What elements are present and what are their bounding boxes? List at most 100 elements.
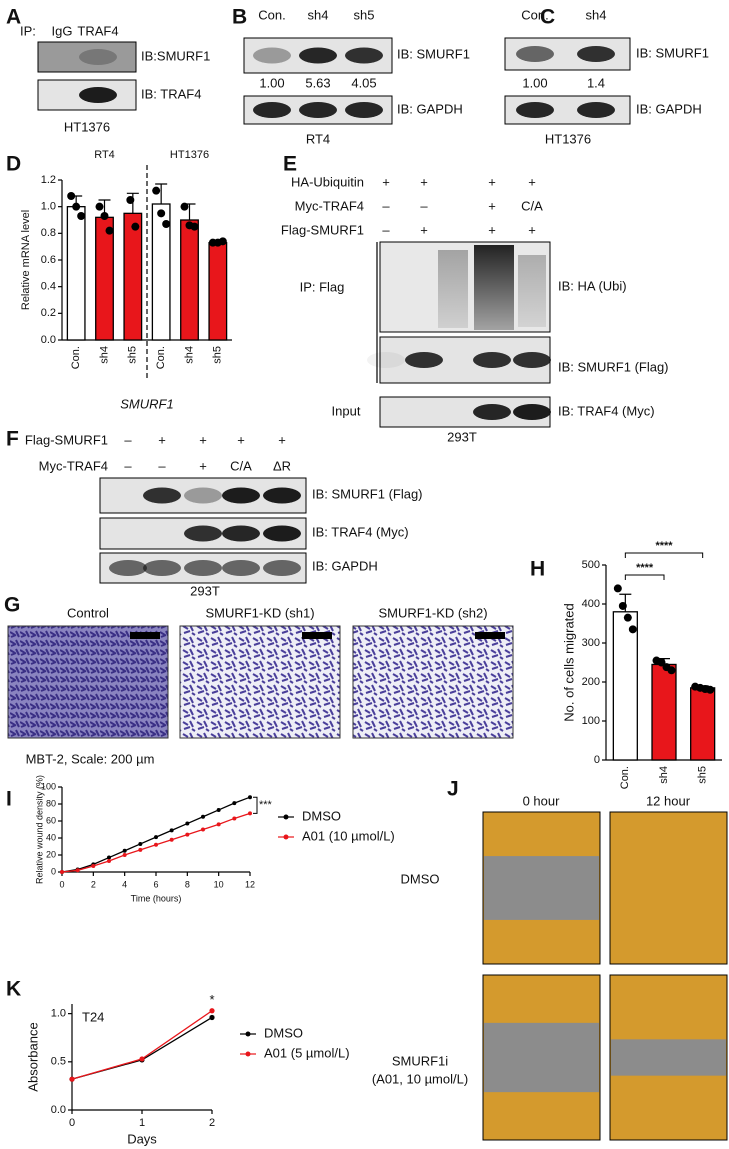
- label: SMURF1-KD (sh1): [205, 605, 314, 620]
- legend-marker: [245, 1031, 251, 1037]
- scale-bar: [475, 632, 505, 639]
- smear: [518, 255, 546, 327]
- label: ΔR: [273, 458, 291, 473]
- smear: [474, 245, 514, 330]
- y-tick-label: 1.0: [51, 1008, 66, 1020]
- x-tick-label: sh5: [212, 346, 224, 364]
- data-point: [628, 625, 637, 634]
- chart-title: T24: [82, 1009, 104, 1024]
- y-tick-label: 1.0: [41, 201, 56, 213]
- label: C/A: [521, 198, 543, 213]
- label: 1.4: [587, 75, 605, 90]
- series-marker: [248, 811, 252, 816]
- bar: [208, 242, 228, 341]
- data-point: [152, 186, 161, 195]
- y-tick-label: 80: [46, 798, 56, 808]
- band: [345, 102, 383, 118]
- label: IP: Flag: [300, 279, 345, 294]
- label: HT1376: [545, 131, 591, 146]
- label: Con.: [521, 7, 548, 22]
- data-point: [618, 601, 627, 610]
- label: +: [278, 432, 286, 447]
- label: sh5: [354, 7, 375, 22]
- y-tick-label: 500: [582, 559, 600, 571]
- significance-bracket: [624, 574, 665, 580]
- legend-marker: [245, 1051, 251, 1057]
- series-marker: [201, 827, 205, 832]
- legend-marker: [283, 834, 289, 840]
- data-point: [706, 685, 715, 694]
- label: +: [488, 222, 496, 237]
- scale-bar: [130, 632, 160, 639]
- annotation-bracket: [253, 796, 258, 814]
- group-label: RT4: [94, 149, 115, 161]
- label: IB: TRAF4 (Myc): [558, 403, 655, 418]
- bar: [66, 206, 86, 341]
- bar: [651, 663, 677, 761]
- series-marker: [122, 848, 127, 853]
- data-point: [77, 212, 86, 220]
- y-axis-label: Relative wound density (%): [34, 775, 44, 884]
- label: HT1376: [64, 119, 110, 134]
- panel-letter: K: [6, 978, 21, 1001]
- smear: [438, 250, 468, 328]
- annotation: ***: [259, 799, 273, 811]
- label: –: [158, 458, 166, 473]
- series-marker: [248, 795, 252, 800]
- blot: [37, 41, 137, 73]
- x-tick-label: sh5: [127, 346, 139, 364]
- band: [263, 487, 301, 504]
- x-axis-label: Days: [127, 1131, 157, 1146]
- data-point: [95, 202, 104, 211]
- label: –: [382, 198, 390, 213]
- data-point: [190, 222, 199, 231]
- panel-letter: A: [6, 6, 21, 29]
- label: Input: [332, 403, 361, 418]
- label: Control: [67, 605, 109, 620]
- y-tick-label: 200: [582, 676, 600, 688]
- y-tick-label: 0.8: [41, 227, 56, 239]
- panel-letter: F: [6, 428, 19, 451]
- micrograph: [352, 625, 514, 739]
- legend-label: A01 (5 µmol/L): [264, 1045, 350, 1060]
- label: –: [124, 458, 132, 473]
- series-marker: [138, 841, 143, 846]
- label: 0 hour: [523, 793, 561, 808]
- series-marker: [216, 807, 221, 812]
- y-tick-label: 0: [594, 754, 600, 766]
- y-axis-label: No. of cells migrated: [561, 603, 576, 722]
- bar: [123, 212, 143, 341]
- label: –: [382, 222, 390, 237]
- series-marker: [122, 853, 127, 857]
- x-tick-label: sh4: [98, 346, 110, 364]
- label: SMURF1i: [392, 1053, 448, 1068]
- x-tick-label: Con.: [155, 346, 167, 369]
- panel-letter: E: [283, 153, 297, 176]
- series-marker: [75, 868, 80, 873]
- label: 12 hour: [646, 793, 691, 808]
- band: [222, 560, 260, 576]
- band: [577, 46, 615, 62]
- wound-gap: [484, 1022, 599, 1093]
- label: +: [488, 198, 496, 213]
- series-marker: [91, 864, 96, 869]
- series-marker: [107, 855, 111, 860]
- band: [299, 47, 337, 64]
- series-marker: [139, 1056, 145, 1062]
- series-marker: [169, 837, 174, 842]
- y-tick-label: 0.0: [51, 1104, 66, 1116]
- band: [513, 352, 551, 368]
- label: IgG: [52, 23, 73, 38]
- legend-label: DMSO: [302, 808, 341, 823]
- series-line: [61, 796, 251, 873]
- scale-bar: [302, 632, 332, 639]
- data-point: [126, 196, 135, 204]
- y-tick-label: 400: [582, 598, 600, 610]
- label: +: [199, 432, 207, 447]
- significance-label: ****: [636, 562, 654, 574]
- label: IB: GAPDH: [312, 558, 378, 573]
- label: IP:: [20, 23, 36, 38]
- label: 1.00: [522, 75, 547, 90]
- label: C/A: [230, 458, 252, 473]
